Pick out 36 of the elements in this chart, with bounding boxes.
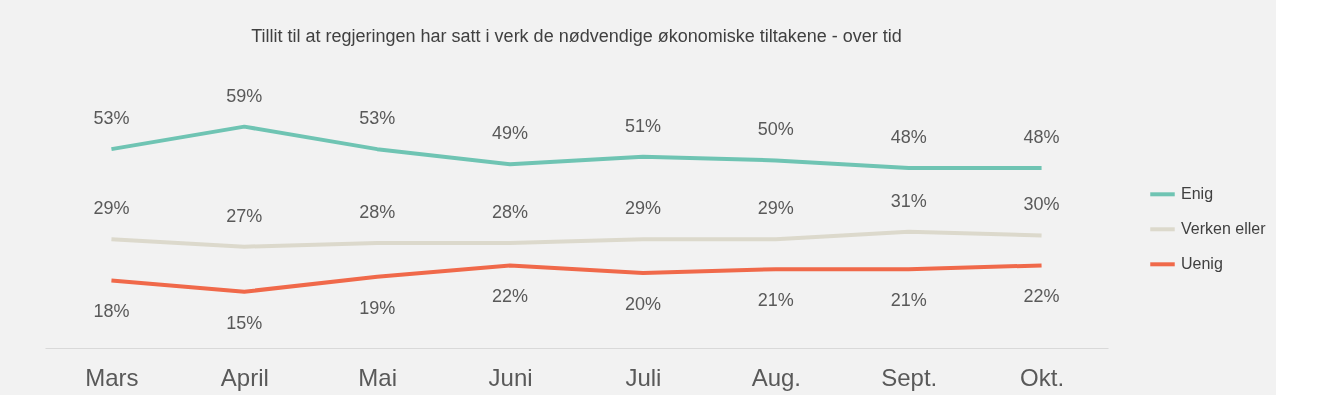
data-label: 48% xyxy=(1023,126,1060,147)
x-tick-label: Juni xyxy=(488,363,533,391)
x-tick-label: Juli xyxy=(625,363,662,391)
data-label: 21% xyxy=(890,290,927,311)
data-label: 29% xyxy=(757,198,794,219)
data-label: 30% xyxy=(1023,194,1060,215)
x-tick-label: April xyxy=(220,363,269,391)
x-tick-label: Mars xyxy=(85,363,139,391)
data-label: 27% xyxy=(226,205,263,226)
data-label: 50% xyxy=(757,119,794,140)
data-label: 20% xyxy=(624,293,661,314)
x-tick-label: Okt. xyxy=(1020,363,1065,391)
data-label: 28% xyxy=(359,201,396,222)
data-label: 29% xyxy=(93,198,130,219)
x-tick-label: Mai xyxy=(358,363,398,391)
data-label: 51% xyxy=(624,115,661,136)
x-tick-label: Sept. xyxy=(881,363,938,391)
data-label: 15% xyxy=(226,312,263,333)
chart-title: Tillit til at regjeringen har satt i verk de nødvendige økonomiske tiltakene - over tid xyxy=(251,26,902,46)
data-label: 18% xyxy=(93,301,130,322)
legend-label: Uenig xyxy=(1181,255,1223,273)
legend-label: Enig xyxy=(1181,185,1214,203)
data-label: 31% xyxy=(890,190,927,211)
data-label: 28% xyxy=(492,201,529,222)
data-label: 19% xyxy=(359,297,396,318)
data-label: 29% xyxy=(624,198,661,219)
data-label: 22% xyxy=(492,286,529,307)
data-label: 53% xyxy=(359,108,396,129)
data-label: 53% xyxy=(93,108,130,129)
data-label: 49% xyxy=(492,123,529,144)
legend-label: Verken eller xyxy=(1181,220,1267,238)
x-tick-label: Aug. xyxy=(751,363,801,391)
data-label: 59% xyxy=(226,85,263,106)
data-label: 22% xyxy=(1023,286,1060,307)
data-label: 48% xyxy=(890,126,927,147)
data-label: 21% xyxy=(757,290,794,311)
